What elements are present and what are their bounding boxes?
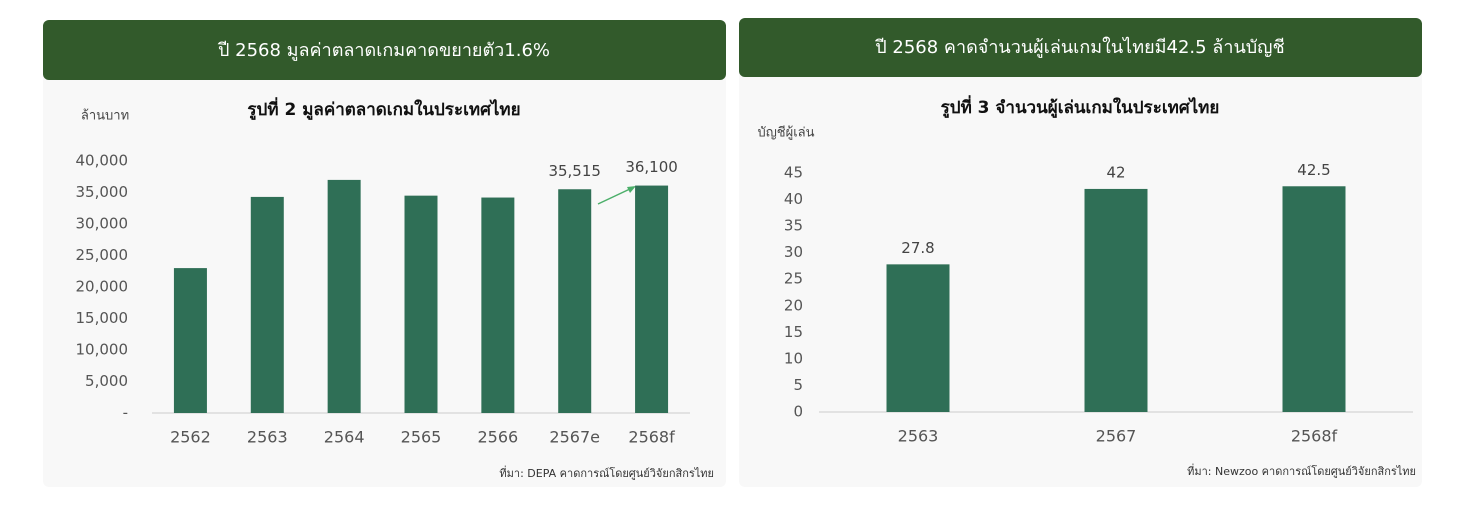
y-tick-label: 25 [784,270,803,288]
bar [173,268,207,413]
data-label: 42 [1106,163,1125,181]
panel-header [739,18,1422,77]
x-tick-label: 2564 [324,428,365,447]
y-tick-label: 40 [784,190,803,208]
bar [481,197,515,413]
panel-title: ปี 2568 มูลค่าตลาดเกมคาดขยายตัว1.6% [218,40,550,61]
y-tick-label: 20,000 [76,278,129,296]
x-tick-label: 2563 [247,428,288,447]
x-tick-label: 2566 [477,428,518,447]
data-label: 36,100 [625,158,678,176]
y-tick-label: 25,000 [76,246,129,264]
y-tick-label: 0 [793,403,803,421]
panel-header [43,20,726,80]
bar [886,264,950,412]
bar [1282,186,1346,412]
bar [558,189,592,413]
bar [327,179,361,413]
y-tick-label: 30,000 [76,215,129,233]
y-tick-label: 45 [784,164,803,182]
x-tick-label: 2562 [170,428,211,447]
y-tick-label: 5,000 [85,372,128,390]
data-label: 27.8 [901,239,934,257]
y-tick-label: 20 [784,296,803,314]
y-axis-label: บัญชีผู้เล่น [757,125,814,141]
bar [1084,188,1148,412]
y-tick-label: - [123,404,128,422]
chart-title: รูปที่ 3 จำนวนผู้เล่นเกมในประเทศไทย [941,95,1220,119]
data-label: 35,515 [548,162,601,180]
arrow-head [627,186,636,193]
data-label: 42.5 [1297,161,1330,179]
bar [635,185,669,413]
y-axis-label: ล้านบาท [81,109,129,124]
x-tick-label: 2568f [1291,427,1338,446]
y-tick-label: 15,000 [76,309,129,327]
arrow [597,187,633,205]
y-tick-label: 35,000 [76,183,129,201]
source-note: ที่มา: Newzoo คาดการณ์โดยศูนย์วิจัยกสิกร… [1187,463,1416,478]
panel-title: ปี 2568 คาดจำนวนผู้เล่นเกมในไทยมี42.5 ล้… [875,36,1285,58]
x-tick-label: 2565 [401,428,442,447]
x-tick-label: 2567e [549,428,600,447]
x-tick-label: 2563 [898,427,939,446]
bar [250,196,284,413]
source-note: ที่มา: DEPA คาดการณ์โดยศูนย์วิจัยกสิกรไท… [499,465,714,480]
y-tick-label: 15 [784,323,803,341]
y-tick-label: 10 [784,349,803,367]
y-tick-label: 10,000 [76,341,129,359]
x-tick-label: 2568f [628,428,675,447]
panel [43,20,726,487]
y-tick-label: 35 [784,217,803,235]
y-tick-label: 5 [793,376,803,394]
y-tick-label: 30 [784,243,803,261]
y-tick-label: 40,000 [76,152,129,170]
chart-title: รูปที่ 2 มูลค่าตลาดเกมในประเทศไทย [247,97,520,121]
x-tick-label: 2567 [1096,427,1137,446]
bar [404,195,438,413]
